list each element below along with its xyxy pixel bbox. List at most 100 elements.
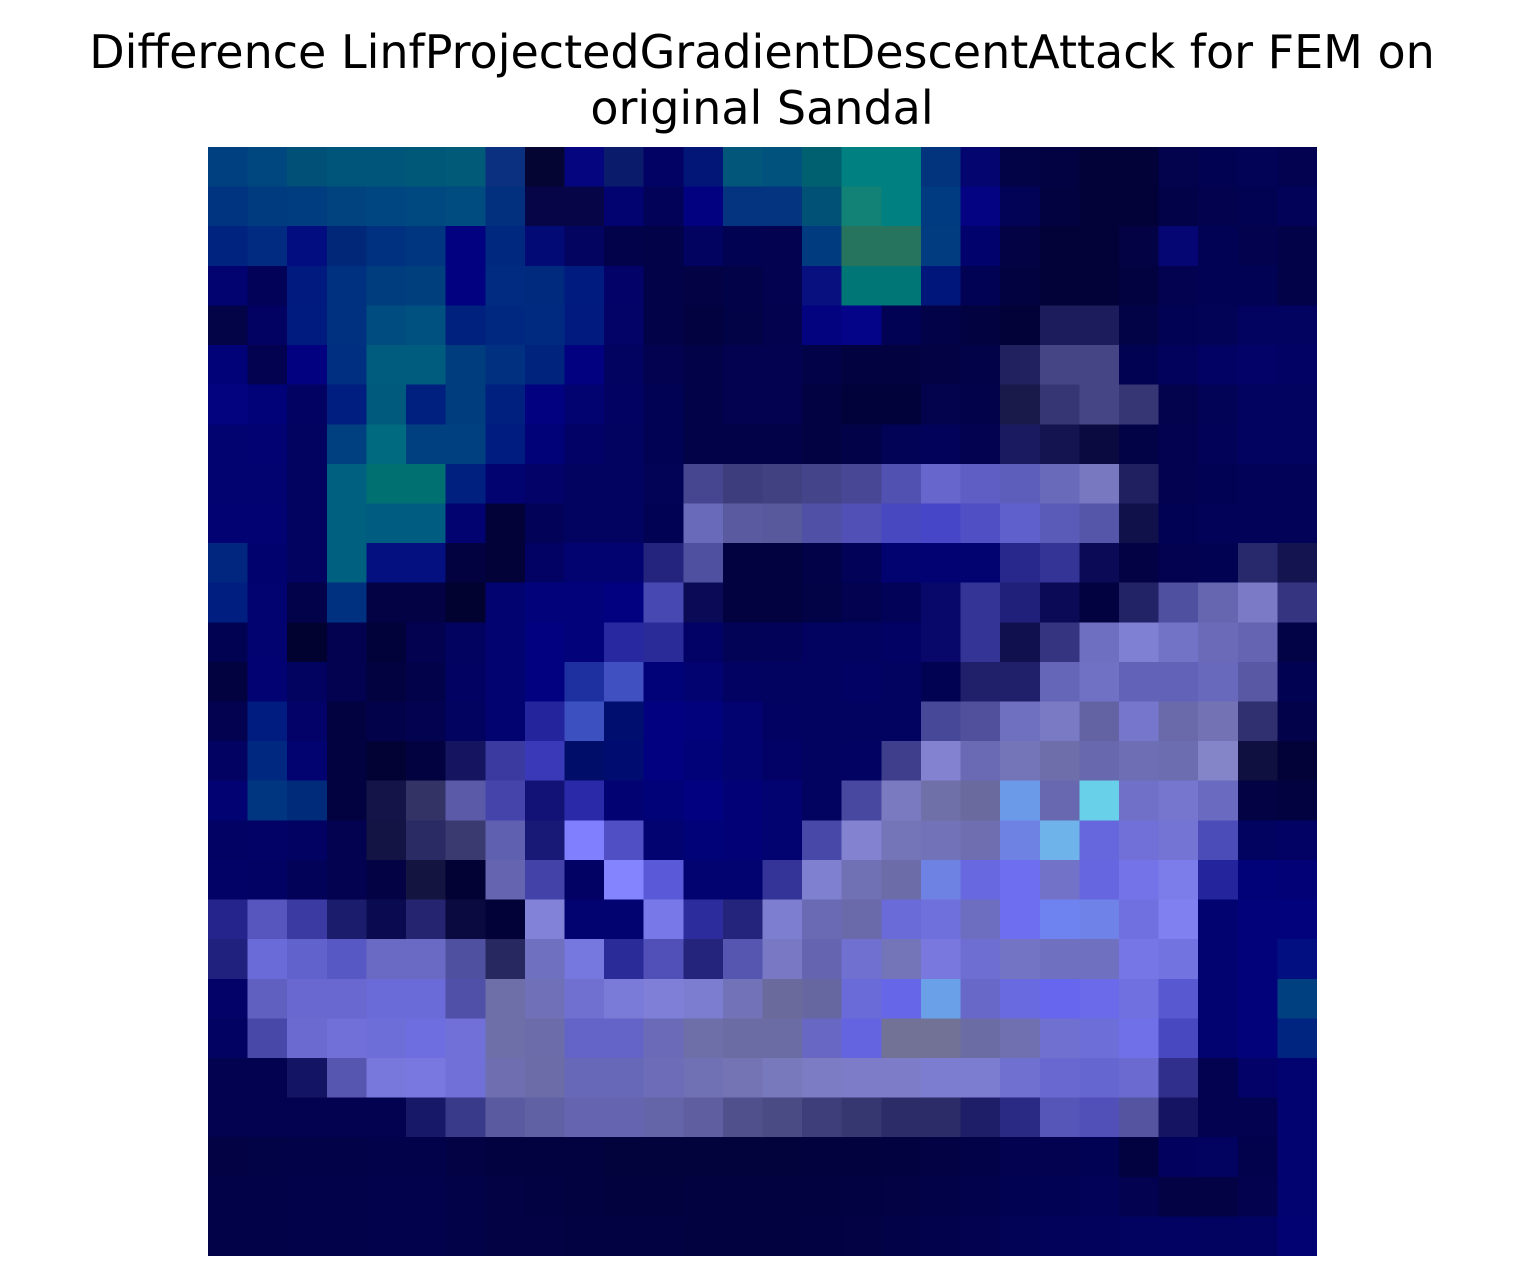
heatmap-cell-r11-c15 xyxy=(802,583,842,623)
heatmap-cell-r4-c0 xyxy=(208,305,248,345)
heatmap-cell-r15-c6 xyxy=(446,741,486,781)
heatmap-cell-r0-c27 xyxy=(1277,147,1317,187)
heatmap-cell-r20-c23 xyxy=(1119,939,1159,979)
heatmap-cell-r19-c21 xyxy=(1040,900,1080,940)
heatmap-cell-r24-c14 xyxy=(763,1098,803,1138)
heatmap-cell-r26-c22 xyxy=(1079,1177,1119,1217)
heatmap-cell-r17-c16 xyxy=(842,820,882,860)
heatmap-cell-r24-c3 xyxy=(327,1098,367,1138)
heatmap-cell-r0-c8 xyxy=(525,147,565,187)
heatmap-cell-r19-c13 xyxy=(723,900,763,940)
heatmap-cell-r4-c19 xyxy=(961,305,1001,345)
heatmap-cell-r1-c15 xyxy=(802,187,842,227)
heatmap-cell-r19-c22 xyxy=(1079,900,1119,940)
heatmap-cell-r0-c4 xyxy=(366,147,406,187)
heatmap-cell-r0-c18 xyxy=(921,147,961,187)
heatmap-cell-r17-c19 xyxy=(961,820,1001,860)
heatmap-cell-r17-c21 xyxy=(1040,820,1080,860)
heatmap-cell-r12-c26 xyxy=(1238,622,1278,662)
heatmap-cell-r20-c21 xyxy=(1040,939,1080,979)
heatmap-cell-r11-c9 xyxy=(564,583,604,623)
heatmap-cell-r19-c16 xyxy=(842,900,882,940)
heatmap-cell-r14-c9 xyxy=(564,702,604,742)
heatmap-cell-r24-c20 xyxy=(1000,1098,1040,1138)
heatmap-cell-r26-c21 xyxy=(1040,1177,1080,1217)
heatmap-cell-r20-c16 xyxy=(842,939,882,979)
heatmap-cell-r7-c2 xyxy=(287,424,327,464)
heatmap-cell-r8-c2 xyxy=(287,464,327,504)
heatmap-cell-r20-c3 xyxy=(327,939,367,979)
heatmap-cell-r0-c0 xyxy=(208,147,248,187)
heatmap-cell-r8-c10 xyxy=(604,464,644,504)
heatmap-cell-r5-c15 xyxy=(802,345,842,385)
heatmap-cell-r24-c4 xyxy=(366,1098,406,1138)
heatmap-cell-r10-c26 xyxy=(1238,543,1278,583)
heatmap-cell-r24-c17 xyxy=(881,1098,921,1138)
heatmap-cell-r17-c3 xyxy=(327,820,367,860)
heatmap-cell-r17-c23 xyxy=(1119,820,1159,860)
heatmap-cell-r20-c6 xyxy=(446,939,486,979)
heatmap-cell-r3-c22 xyxy=(1079,266,1119,306)
heatmap-cell-r10-c4 xyxy=(366,543,406,583)
heatmap-cell-r17-c22 xyxy=(1079,820,1119,860)
heatmap-cell-r23-c15 xyxy=(802,1058,842,1098)
heatmap-cell-r21-c3 xyxy=(327,979,367,1019)
heatmap-cell-r24-c0 xyxy=(208,1098,248,1138)
heatmap-cell-r27-c10 xyxy=(604,1216,644,1256)
heatmap-cell-r6-c10 xyxy=(604,385,644,425)
heatmap-cell-r1-c16 xyxy=(842,187,882,227)
heatmap-cell-r13-c7 xyxy=(485,662,525,702)
heatmap-cell-r27-c27 xyxy=(1277,1216,1317,1256)
heatmap-cell-r0-c10 xyxy=(604,147,644,187)
heatmap-cell-r15-c4 xyxy=(366,741,406,781)
heatmap-cell-r14-c21 xyxy=(1040,702,1080,742)
heatmap-cell-r10-c1 xyxy=(248,543,288,583)
heatmap-cell-r23-c6 xyxy=(446,1058,486,1098)
heatmap-cell-r6-c27 xyxy=(1277,385,1317,425)
heatmap-cell-r20-c1 xyxy=(248,939,288,979)
heatmap-cell-r5-c22 xyxy=(1079,345,1119,385)
heatmap-cell-r6-c26 xyxy=(1238,385,1278,425)
heatmap-cell-r16-c5 xyxy=(406,781,446,821)
heatmap-cell-r8-c15 xyxy=(802,464,842,504)
heatmap-cell-r11-c5 xyxy=(406,583,446,623)
heatmap-cell-r9-c7 xyxy=(485,503,525,543)
heatmap-cell-r9-c13 xyxy=(723,503,763,543)
heatmap-cell-r7-c22 xyxy=(1079,424,1119,464)
heatmap-cell-r8-c26 xyxy=(1238,464,1278,504)
heatmap-cell-r0-c9 xyxy=(564,147,604,187)
heatmap-cell-r7-c4 xyxy=(366,424,406,464)
heatmap-cell-r0-c12 xyxy=(683,147,723,187)
heatmap-cell-r15-c14 xyxy=(763,741,803,781)
heatmap-cell-r24-c9 xyxy=(564,1098,604,1138)
heatmap-cell-r26-c9 xyxy=(564,1177,604,1217)
heatmap-cell-r4-c7 xyxy=(485,305,525,345)
heatmap-cell-r18-c13 xyxy=(723,860,763,900)
heatmap-cell-r2-c1 xyxy=(248,226,288,266)
heatmap-cell-r25-c0 xyxy=(208,1137,248,1177)
heatmap-cell-r26-c13 xyxy=(723,1177,763,1217)
heatmap-cell-r22-c27 xyxy=(1277,1018,1317,1058)
heatmap-cell-r10-c2 xyxy=(287,543,327,583)
heatmap-cell-r15-c27 xyxy=(1277,741,1317,781)
heatmap-cell-r4-c14 xyxy=(763,305,803,345)
heatmap-cell-r18-c8 xyxy=(525,860,565,900)
heatmap-cell-r7-c18 xyxy=(921,424,961,464)
heatmap-cell-r2-c4 xyxy=(366,226,406,266)
heatmap-cell-r10-c27 xyxy=(1277,543,1317,583)
heatmap-cell-r9-c9 xyxy=(564,503,604,543)
heatmap-cell-r7-c7 xyxy=(485,424,525,464)
heatmap-cell-r26-c6 xyxy=(446,1177,486,1217)
heatmap-cell-r6-c7 xyxy=(485,385,525,425)
heatmap-cell-r17-c27 xyxy=(1277,820,1317,860)
heatmap-cell-r14-c11 xyxy=(644,702,684,742)
heatmap-cell-r1-c17 xyxy=(881,187,921,227)
heatmap-cell-r8-c16 xyxy=(842,464,882,504)
heatmap-cell-r20-c12 xyxy=(683,939,723,979)
heatmap-cell-r18-c25 xyxy=(1198,860,1238,900)
heatmap-cell-r5-c13 xyxy=(723,345,763,385)
heatmap-cell-r26-c23 xyxy=(1119,1177,1159,1217)
heatmap-cell-r24-c18 xyxy=(921,1098,961,1138)
heatmap-cell-r17-c11 xyxy=(644,820,684,860)
heatmap-cell-r20-c5 xyxy=(406,939,446,979)
